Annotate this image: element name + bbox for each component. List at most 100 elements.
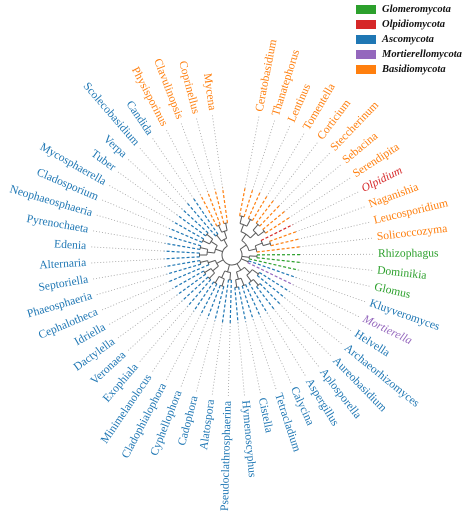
legend-swatch-mortierellomycota	[356, 49, 376, 59]
tip-branch	[255, 200, 274, 224]
tip-guide	[211, 114, 223, 188]
legend-item-glomeromycota: Glomeromycota	[356, 2, 472, 16]
tip-branch	[245, 284, 261, 318]
tip-branch	[241, 285, 254, 320]
internal-branch	[262, 243, 271, 247]
internal-branch	[206, 233, 213, 240]
tip-guide	[90, 258, 165, 264]
tip-branch	[256, 246, 300, 253]
internal-branch	[227, 264, 230, 273]
tip-guide	[195, 117, 216, 190]
internal-branch	[241, 233, 247, 241]
tip-guide	[245, 321, 261, 395]
tip-guide	[151, 137, 195, 200]
tip-branch	[247, 262, 294, 286]
internal-branch	[216, 234, 222, 242]
tip-guide	[298, 269, 371, 287]
tip-branch	[172, 270, 205, 289]
tip-branch	[166, 235, 201, 247]
tip-guide	[237, 322, 245, 397]
tip-guide	[289, 291, 353, 332]
tip-branch	[270, 238, 299, 247]
internal-branch	[208, 259, 216, 264]
internal-branch	[249, 232, 257, 239]
tip-branch	[251, 196, 268, 221]
legend-swatch-glomeromycota	[356, 4, 376, 14]
tip-guide	[180, 122, 208, 192]
tip-branch	[164, 242, 201, 251]
tip-label: Hymenoscyphus	[239, 400, 259, 479]
tip-branch	[187, 279, 212, 307]
legend-label: Mortierellomycota	[382, 48, 462, 60]
tip-guide	[101, 199, 170, 229]
internal-branch	[251, 269, 259, 275]
internal-branch	[244, 266, 251, 273]
tip-guide	[108, 184, 174, 222]
tip-branch	[169, 227, 203, 243]
legend-label: Olpidiomycota	[382, 18, 445, 30]
tip-label: Alatospora	[197, 399, 217, 451]
internal-branch	[207, 251, 215, 254]
tip-branch	[248, 258, 299, 271]
legend-item-mortierellomycota: Mortierellomycota	[356, 47, 472, 61]
legend-item-basidiomycota: Basidiomycota	[356, 62, 472, 76]
tip-branch	[169, 264, 210, 283]
tip-branch	[221, 187, 229, 223]
legend-label: Glomeromycota	[382, 3, 451, 15]
tip-guide	[260, 316, 292, 385]
internal-arc	[255, 222, 261, 227]
tip-branch	[206, 191, 221, 225]
tip-branch	[265, 217, 290, 234]
tip-guide	[266, 132, 305, 197]
tip-branch	[256, 275, 286, 299]
tip-guide	[211, 322, 223, 396]
internal-branch	[240, 278, 245, 286]
tip-branch	[248, 260, 297, 279]
tip-branch	[193, 198, 219, 235]
internal-arc	[221, 245, 243, 266]
legend-item-olpidiomycota: Olpidiomycota	[356, 17, 472, 31]
internal-branch	[221, 278, 225, 287]
internal-arc	[254, 245, 258, 253]
tip-branch	[187, 203, 217, 237]
internal-branch	[209, 272, 215, 279]
tip-guide	[95, 214, 167, 237]
tip-guide	[299, 262, 374, 271]
tip-guide	[295, 206, 366, 233]
tip-branch	[256, 286, 275, 310]
internal-branch	[221, 270, 226, 278]
tip-branch	[193, 281, 215, 312]
tip-guide	[298, 221, 371, 240]
tip-guide	[272, 141, 319, 202]
internal-branch	[236, 271, 239, 280]
tip-branch	[259, 205, 280, 227]
internal-branch	[204, 268, 212, 274]
internal-branch	[218, 225, 223, 233]
tip-branch	[199, 194, 218, 227]
internal-branch	[225, 223, 228, 231]
tip-guide	[92, 266, 166, 280]
tip-label: Edenia	[54, 237, 87, 252]
tip-guide	[165, 315, 201, 381]
legend: Glomeromycota Olpidiomycota Ascomycota M…	[356, 2, 472, 77]
tip-branch	[262, 211, 285, 230]
tip-guide	[127, 300, 183, 352]
tip-guide	[266, 312, 307, 377]
tip-branch	[176, 273, 207, 296]
legend-swatch-ascomycota	[356, 34, 376, 44]
internal-arc	[248, 279, 254, 284]
tip-branch	[181, 276, 209, 302]
legend-swatch-basidiomycota	[356, 64, 376, 74]
internal-arc	[241, 240, 250, 251]
tip-branch	[172, 220, 205, 240]
tip-guide	[244, 115, 260, 189]
tip-guide	[101, 281, 170, 311]
tip-branch	[164, 259, 201, 268]
tip-guide	[117, 171, 178, 216]
tip-branch	[181, 208, 209, 234]
tip-branch	[176, 214, 207, 237]
tip-guide	[292, 191, 360, 225]
tip-branch	[164, 256, 200, 260]
tip-guide	[90, 246, 165, 252]
